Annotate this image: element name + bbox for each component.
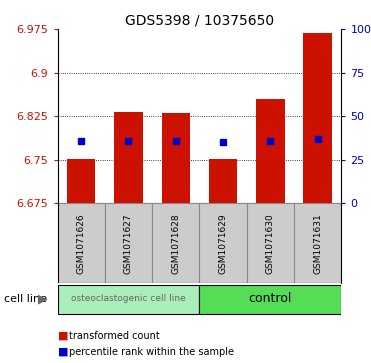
Text: osteoclastogenic cell line: osteoclastogenic cell line (71, 294, 186, 303)
Bar (162, 113, 190, 203)
Text: GSM1071627: GSM1071627 (124, 213, 133, 274)
Text: GSM1071631: GSM1071631 (313, 213, 322, 274)
Text: ■: ■ (58, 347, 68, 357)
Title: GDS5398 / 10375650: GDS5398 / 10375650 (125, 14, 274, 28)
Text: ■: ■ (58, 331, 68, 341)
Text: ▶: ▶ (38, 292, 47, 305)
Bar (247, 203, 294, 283)
Text: GSM1071628: GSM1071628 (171, 213, 180, 274)
Text: cell line: cell line (4, 294, 47, 304)
Bar (105, 203, 152, 283)
Bar (303, 33, 332, 203)
Text: transformed count: transformed count (69, 331, 160, 341)
Text: GSM1071626: GSM1071626 (77, 213, 86, 274)
Text: GSM1071629: GSM1071629 (219, 213, 227, 274)
Bar (200, 203, 247, 283)
Text: control: control (249, 292, 292, 305)
Bar (152, 203, 200, 283)
Text: GSM1071630: GSM1071630 (266, 213, 275, 274)
Bar (67, 159, 95, 203)
Bar (209, 159, 237, 203)
Text: percentile rank within the sample: percentile rank within the sample (69, 347, 234, 357)
Bar (294, 203, 341, 283)
Bar (58, 285, 200, 314)
Bar (256, 99, 285, 203)
Bar (114, 112, 142, 203)
Bar (58, 203, 105, 283)
Bar (200, 285, 341, 314)
